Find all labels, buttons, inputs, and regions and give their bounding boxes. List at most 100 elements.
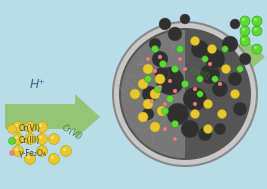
Circle shape bbox=[183, 67, 187, 71]
Circle shape bbox=[39, 124, 42, 127]
Circle shape bbox=[198, 127, 212, 141]
Circle shape bbox=[61, 146, 72, 156]
Circle shape bbox=[158, 85, 162, 89]
Circle shape bbox=[173, 137, 177, 141]
Circle shape bbox=[203, 125, 213, 133]
Circle shape bbox=[222, 64, 230, 74]
Circle shape bbox=[158, 55, 162, 59]
Circle shape bbox=[239, 53, 251, 65]
Circle shape bbox=[197, 91, 203, 97]
Circle shape bbox=[159, 18, 171, 30]
Circle shape bbox=[13, 133, 23, 145]
Circle shape bbox=[183, 87, 207, 111]
Circle shape bbox=[13, 146, 23, 156]
Circle shape bbox=[167, 103, 189, 125]
Circle shape bbox=[143, 64, 153, 74]
Circle shape bbox=[233, 102, 247, 116]
Circle shape bbox=[180, 14, 190, 24]
Text: H⁺: H⁺ bbox=[30, 77, 46, 91]
Circle shape bbox=[25, 122, 36, 132]
Circle shape bbox=[159, 60, 167, 67]
Circle shape bbox=[37, 133, 48, 145]
Text: Cr(III): Cr(III) bbox=[189, 66, 211, 82]
Circle shape bbox=[39, 148, 42, 151]
Circle shape bbox=[13, 122, 23, 132]
Circle shape bbox=[27, 156, 30, 159]
Circle shape bbox=[152, 51, 168, 67]
Circle shape bbox=[178, 57, 182, 61]
Circle shape bbox=[214, 123, 226, 135]
Circle shape bbox=[252, 44, 262, 54]
Circle shape bbox=[157, 106, 167, 116]
Circle shape bbox=[39, 136, 42, 139]
Circle shape bbox=[27, 124, 30, 127]
Wedge shape bbox=[121, 30, 185, 158]
Circle shape bbox=[151, 46, 159, 53]
Circle shape bbox=[212, 76, 218, 82]
Circle shape bbox=[7, 125, 17, 133]
Circle shape bbox=[203, 99, 213, 108]
Circle shape bbox=[156, 67, 184, 95]
Circle shape bbox=[142, 108, 154, 120]
Circle shape bbox=[163, 127, 167, 131]
Circle shape bbox=[51, 156, 54, 159]
Circle shape bbox=[27, 136, 30, 139]
Circle shape bbox=[254, 18, 257, 21]
Circle shape bbox=[191, 40, 209, 58]
Circle shape bbox=[200, 64, 220, 84]
Circle shape bbox=[193, 87, 197, 91]
Circle shape bbox=[130, 89, 140, 99]
Circle shape bbox=[171, 121, 179, 128]
Polygon shape bbox=[165, 34, 265, 79]
Circle shape bbox=[163, 102, 167, 106]
Circle shape bbox=[51, 136, 54, 139]
Circle shape bbox=[181, 120, 199, 138]
Circle shape bbox=[230, 19, 240, 29]
Circle shape bbox=[49, 153, 60, 164]
Circle shape bbox=[240, 36, 250, 46]
Circle shape bbox=[237, 66, 243, 72]
Circle shape bbox=[252, 16, 262, 26]
Circle shape bbox=[230, 90, 239, 98]
Circle shape bbox=[138, 79, 148, 89]
Circle shape bbox=[242, 18, 245, 21]
Circle shape bbox=[190, 109, 199, 119]
Circle shape bbox=[37, 122, 48, 132]
Circle shape bbox=[119, 28, 251, 160]
Text: γ-Fe₂O₄: γ-Fe₂O₄ bbox=[19, 149, 47, 157]
Circle shape bbox=[171, 66, 179, 73]
Circle shape bbox=[144, 75, 151, 83]
Circle shape bbox=[143, 99, 153, 109]
Circle shape bbox=[150, 99, 154, 103]
Circle shape bbox=[193, 102, 197, 106]
Circle shape bbox=[242, 28, 245, 31]
Circle shape bbox=[15, 124, 18, 127]
Circle shape bbox=[149, 38, 161, 50]
Circle shape bbox=[142, 86, 158, 102]
Circle shape bbox=[146, 57, 150, 61]
Circle shape bbox=[222, 46, 228, 52]
Circle shape bbox=[49, 133, 60, 145]
Circle shape bbox=[212, 81, 228, 97]
Circle shape bbox=[202, 56, 208, 62]
Circle shape bbox=[218, 109, 226, 119]
Circle shape bbox=[254, 46, 257, 49]
Circle shape bbox=[113, 22, 257, 166]
Circle shape bbox=[240, 26, 250, 36]
Circle shape bbox=[190, 36, 199, 46]
Circle shape bbox=[25, 153, 36, 164]
Circle shape bbox=[37, 146, 48, 156]
Circle shape bbox=[155, 67, 169, 81]
Circle shape bbox=[197, 76, 203, 82]
Polygon shape bbox=[5, 94, 100, 139]
Circle shape bbox=[138, 112, 148, 122]
Circle shape bbox=[168, 27, 182, 41]
Circle shape bbox=[63, 148, 66, 151]
Circle shape bbox=[168, 79, 172, 83]
Circle shape bbox=[15, 148, 18, 151]
Circle shape bbox=[167, 95, 174, 102]
Circle shape bbox=[162, 108, 168, 115]
Text: Cr(III): Cr(III) bbox=[19, 136, 40, 146]
Circle shape bbox=[252, 26, 262, 36]
Circle shape bbox=[25, 133, 36, 145]
